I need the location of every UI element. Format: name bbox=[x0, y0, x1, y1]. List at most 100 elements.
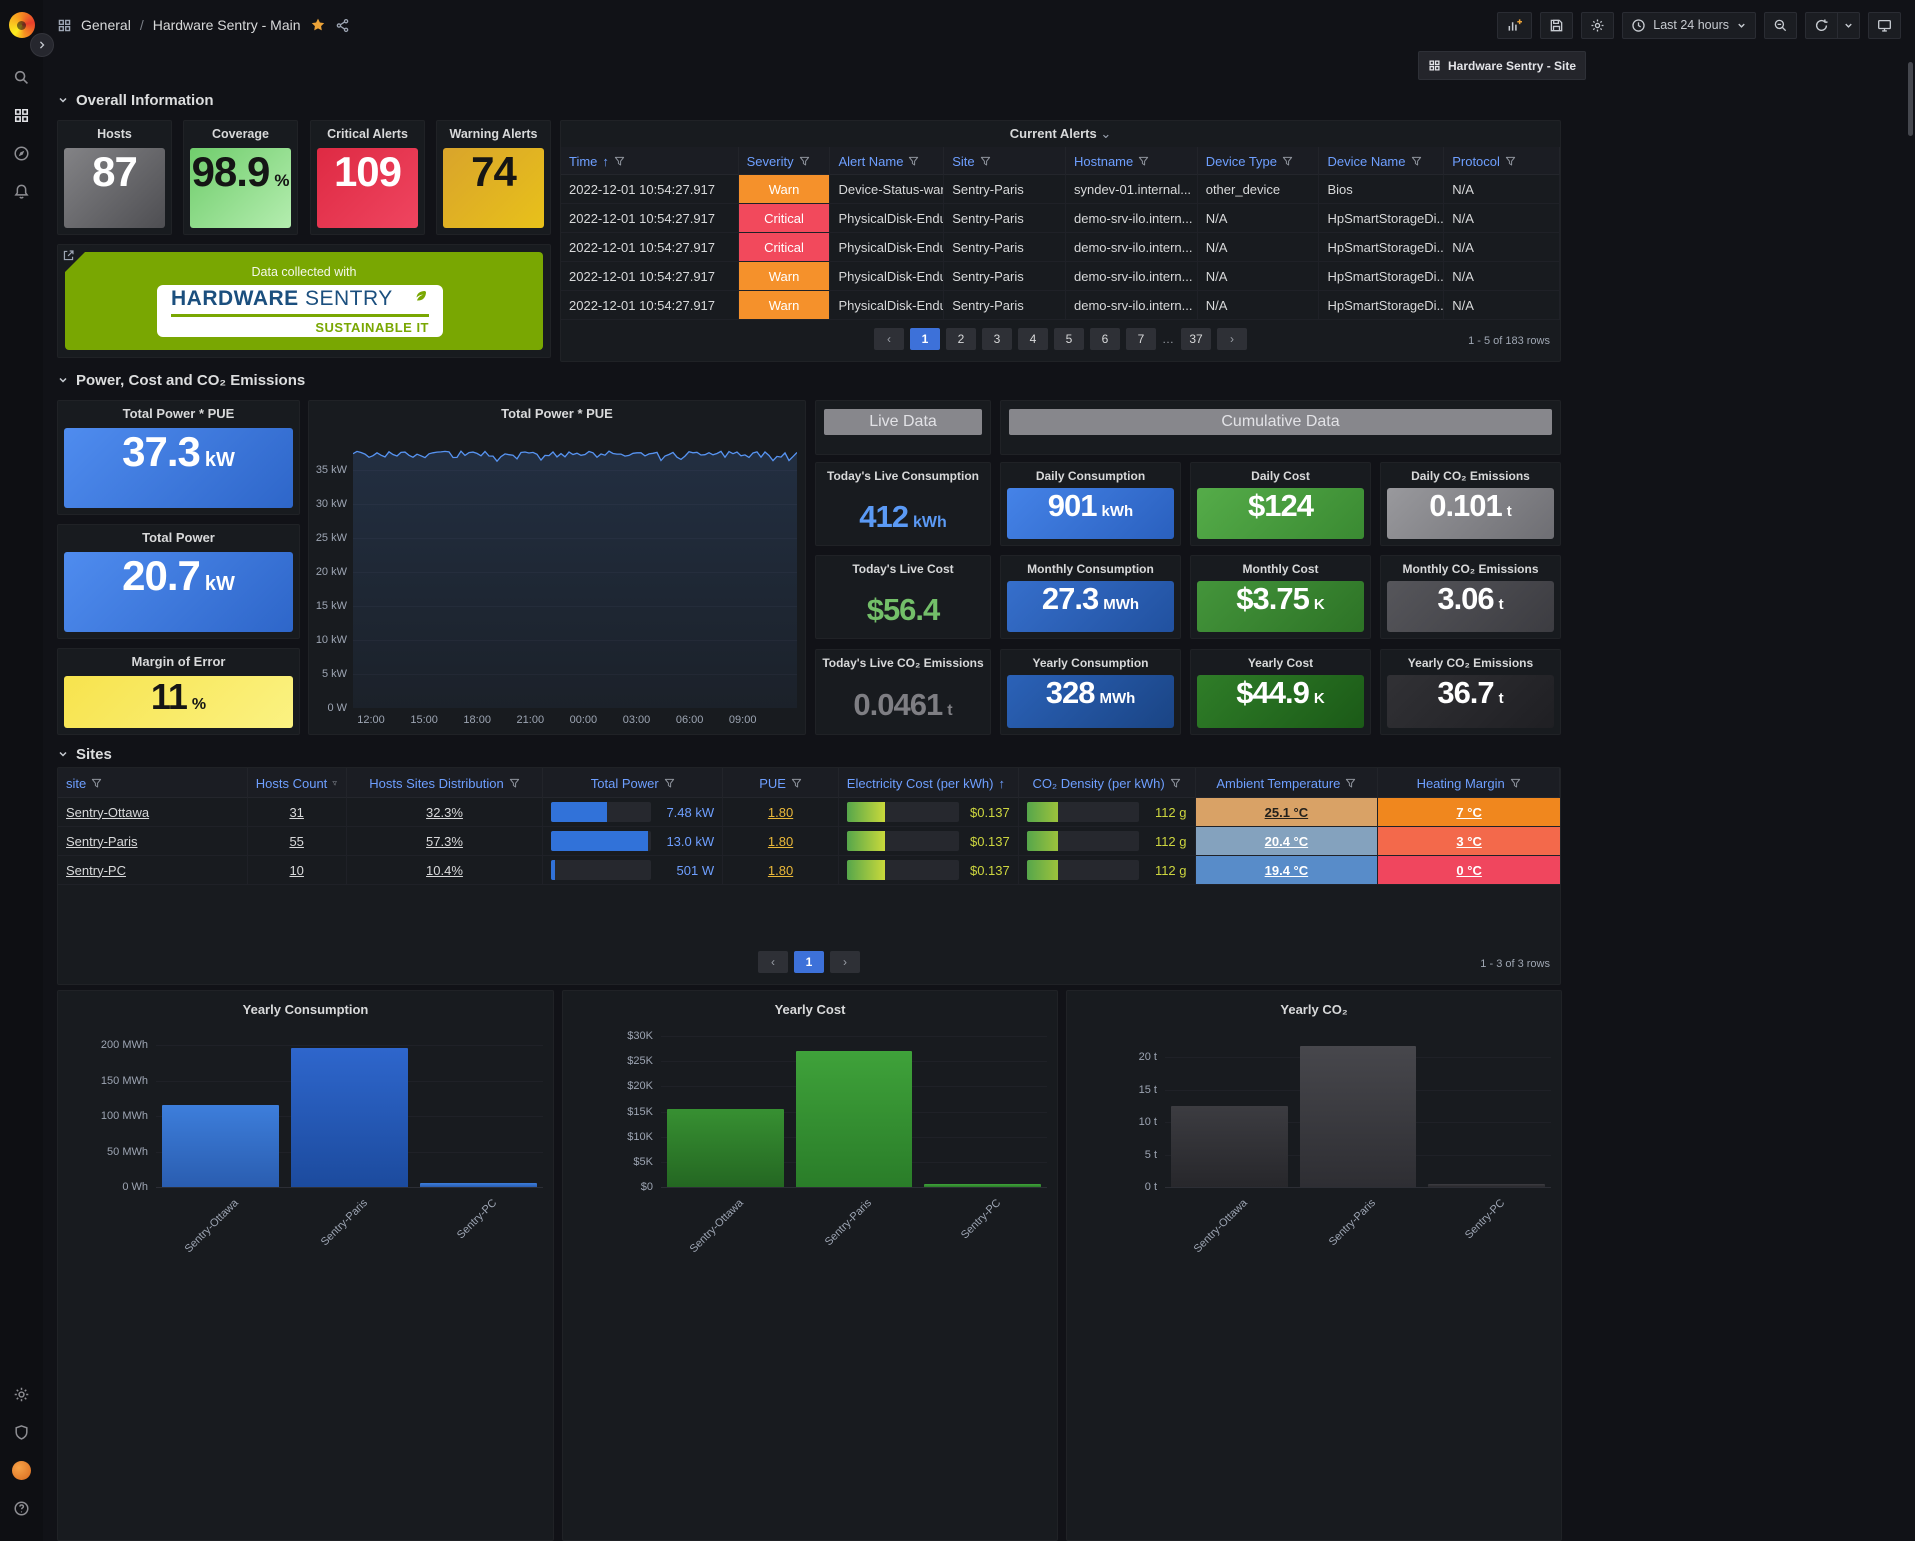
panel-title[interactable]: Yearly CO₂ Emissions bbox=[1407, 656, 1534, 670]
page-button-7[interactable]: 7 bbox=[1126, 328, 1156, 350]
add-panel-button[interactable] bbox=[1497, 11, 1533, 39]
save-button[interactable] bbox=[1540, 11, 1574, 39]
filter-funnel-icon[interactable] bbox=[614, 156, 625, 167]
section-power-cost-co2[interactable]: Power, Cost and CO₂ Emissions bbox=[57, 371, 305, 389]
column-header-site[interactable]: site bbox=[58, 768, 248, 798]
page-button-4[interactable]: 4 bbox=[1018, 328, 1048, 350]
filter-funnel-icon[interactable] bbox=[1510, 778, 1521, 789]
heating-margin-link[interactable]: 3 °C bbox=[1456, 833, 1482, 849]
dashboard-settings-button[interactable] bbox=[1581, 11, 1615, 39]
site-link[interactable]: Sentry-Paris bbox=[66, 833, 138, 849]
column-header-total-power[interactable]: Total Power bbox=[543, 768, 724, 798]
filter-funnel-icon[interactable] bbox=[1138, 156, 1149, 167]
filter-funnel-icon[interactable] bbox=[908, 156, 919, 167]
hosts-link[interactable]: 31 bbox=[289, 804, 304, 820]
hosts-link[interactable]: 55 bbox=[289, 833, 304, 849]
panel-title[interactable]: Total Power bbox=[142, 530, 215, 545]
column-header-electricity-cost-per-kwh-[interactable]: Electricity Cost (per kWh) ↑ bbox=[839, 768, 1019, 798]
panel-title[interactable]: Monthly CO₂ Emissions bbox=[1402, 562, 1539, 576]
grafana-logo[interactable] bbox=[8, 12, 35, 38]
site-link[interactable]: Sentry-PC bbox=[66, 862, 126, 878]
page-prev-button[interactable]: ‹ bbox=[758, 951, 788, 973]
section-overall-information[interactable]: Overall Information bbox=[57, 91, 214, 109]
column-header-site[interactable]: Site bbox=[944, 147, 1066, 175]
page-button-3[interactable]: 3 bbox=[982, 328, 1012, 350]
panel-title[interactable]: Today's Live Consumption bbox=[827, 469, 979, 483]
total-power-pue-line-chart[interactable] bbox=[353, 427, 797, 708]
zoom-out-button[interactable] bbox=[1764, 11, 1797, 39]
filter-funnel-icon[interactable] bbox=[509, 778, 520, 789]
bar-sentry-pc[interactable] bbox=[924, 1183, 1041, 1187]
panel-title[interactable]: Yearly Cost bbox=[774, 1002, 846, 1017]
page-button-6[interactable]: 6 bbox=[1090, 328, 1120, 350]
column-header-alert[interactable]: Alert Name bbox=[830, 147, 945, 175]
site-link[interactable]: Sentry-Ottawa bbox=[66, 804, 150, 820]
explore-compass-icon[interactable] bbox=[0, 134, 43, 172]
temperature-link[interactable]: 20.4 °C bbox=[1264, 833, 1309, 849]
bar-sentry-ottawa[interactable] bbox=[162, 1105, 279, 1187]
page-button-1[interactable]: 1 bbox=[910, 328, 940, 350]
refresh-interval-dropdown[interactable] bbox=[1838, 11, 1860, 39]
column-header-device_name[interactable]: Device Name bbox=[1319, 147, 1445, 175]
filter-funnel-icon[interactable] bbox=[791, 778, 802, 789]
panel-title[interactable]: Current Alerts ⌄ bbox=[1009, 126, 1112, 141]
panel-title[interactable]: Yearly Cost bbox=[1247, 656, 1314, 670]
page-button-37[interactable]: 37 bbox=[1181, 328, 1211, 350]
panel-title[interactable]: Yearly Consumption bbox=[242, 1002, 369, 1017]
filter-funnel-icon[interactable] bbox=[1282, 156, 1293, 167]
column-header-time[interactable]: Time ↑ bbox=[561, 147, 739, 175]
bar-sentry-pc[interactable] bbox=[420, 1182, 537, 1187]
filter-funnel-icon[interactable] bbox=[799, 156, 810, 167]
page-button-1[interactable]: 1 bbox=[794, 951, 824, 973]
column-header-pue[interactable]: PUE bbox=[723, 768, 839, 798]
section-sites[interactable]: Sites bbox=[57, 745, 112, 763]
panel-title[interactable]: Monthly Consumption bbox=[1027, 562, 1154, 576]
distribution-link[interactable]: 10.4% bbox=[426, 862, 463, 878]
breadcrumb-title[interactable]: Hardware Sentry - Main bbox=[152, 17, 301, 33]
page-button-2[interactable]: 2 bbox=[946, 328, 976, 350]
filter-funnel-icon[interactable] bbox=[664, 778, 675, 789]
bar-sentry-paris[interactable] bbox=[291, 1048, 408, 1187]
tv-mode-button[interactable] bbox=[1868, 11, 1901, 39]
panel-title[interactable]: Hosts bbox=[97, 127, 132, 141]
panel-title[interactable]: Margin of Error bbox=[131, 654, 226, 669]
panel-title[interactable]: Daily Consumption bbox=[1035, 469, 1146, 483]
filter-funnel-icon[interactable] bbox=[1505, 156, 1516, 167]
hosts-link[interactable]: 10 bbox=[289, 862, 304, 878]
panel-title[interactable]: Total Power * PUE bbox=[501, 406, 613, 421]
heating-margin-link[interactable]: 7 °C bbox=[1456, 804, 1482, 820]
filter-funnel-icon[interactable] bbox=[1170, 778, 1181, 789]
page-prev-button[interactable]: ‹ bbox=[874, 328, 904, 350]
filter-funnel-icon[interactable] bbox=[980, 156, 991, 167]
filter-funnel-icon[interactable] bbox=[1411, 156, 1422, 167]
panel-title[interactable]: Daily CO₂ Emissions bbox=[1411, 469, 1530, 483]
help-icon[interactable] bbox=[0, 1489, 43, 1527]
pue-link[interactable]: 1.80 bbox=[767, 833, 794, 849]
column-header-hosts-sites-distribution[interactable]: Hosts Sites Distribution bbox=[347, 768, 544, 798]
distribution-link[interactable]: 57.3% bbox=[426, 833, 463, 849]
column-header-hosts-count[interactable]: Hosts Count bbox=[248, 768, 347, 798]
panel-title[interactable]: Warning Alerts bbox=[449, 127, 538, 141]
panel-title[interactable]: Critical Alerts bbox=[327, 127, 408, 141]
heating-margin-link[interactable]: 0 °C bbox=[1456, 862, 1482, 878]
search-icon[interactable] bbox=[0, 58, 43, 96]
favorite-star-icon[interactable] bbox=[310, 17, 326, 33]
column-header-ambient-temperature[interactable]: Ambient Temperature bbox=[1196, 768, 1379, 798]
share-icon[interactable] bbox=[335, 18, 350, 33]
refresh-button[interactable] bbox=[1805, 11, 1838, 39]
bar-sentry-ottawa[interactable] bbox=[667, 1109, 784, 1187]
column-header-co-density-per-kwh-[interactable]: CO₂ Density (per kWh) bbox=[1019, 768, 1196, 798]
column-header-severity[interactable]: Severity bbox=[739, 147, 831, 175]
bar-sentry-paris[interactable] bbox=[1299, 1045, 1417, 1187]
bar-sentry-paris[interactable] bbox=[795, 1051, 913, 1187]
bar-sentry-ottawa[interactable] bbox=[1171, 1105, 1288, 1187]
panel-title[interactable]: Today's Live Cost bbox=[852, 562, 954, 576]
filter-funnel-icon[interactable] bbox=[332, 778, 338, 789]
pue-link[interactable]: 1.80 bbox=[767, 862, 794, 878]
bar-sentry-pc[interactable] bbox=[1428, 1183, 1545, 1187]
external-link-icon[interactable] bbox=[62, 249, 75, 262]
breadcrumb-group[interactable]: General bbox=[81, 17, 131, 33]
time-picker-button[interactable]: Last 24 hours bbox=[1622, 11, 1756, 39]
panel-title[interactable]: Yearly CO₂ bbox=[1280, 1002, 1348, 1017]
sidebar-expand-button[interactable] bbox=[30, 33, 54, 57]
